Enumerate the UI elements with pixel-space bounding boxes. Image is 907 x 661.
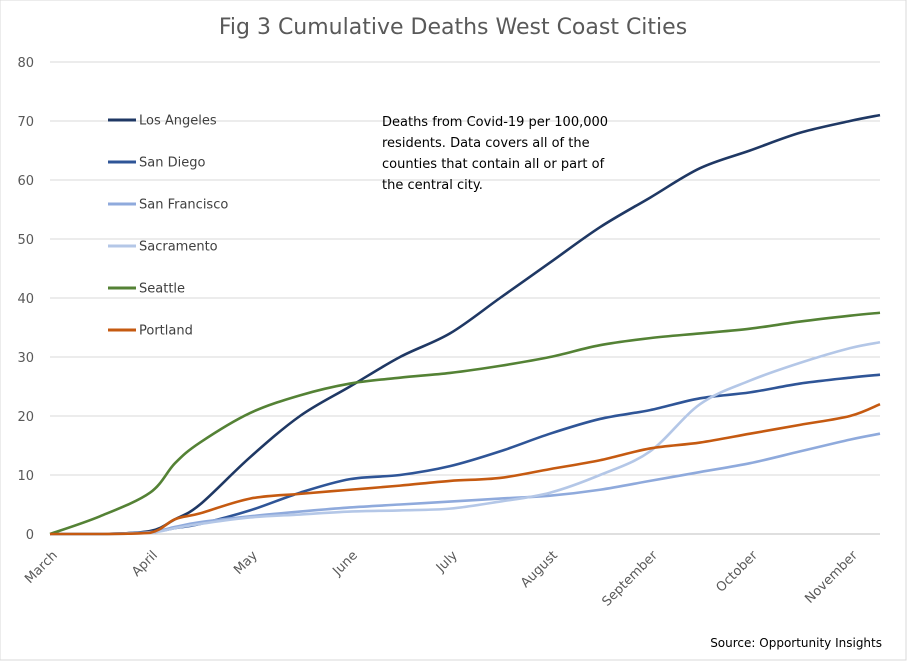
gridlines: [50, 61, 880, 476]
y-tick-label: 70: [17, 115, 34, 130]
source-note: Source: Opportunity Insights: [710, 636, 882, 650]
y-tick-label: 60: [17, 174, 34, 189]
legend-label: San Francisco: [139, 198, 228, 213]
y-axis-ticks: 0 10 20 30 40 50 60 70 80: [17, 56, 34, 543]
y-tick-label: 80: [17, 56, 34, 71]
chart-title: Fig 3 Cumulative Deaths West Coast Citie…: [219, 15, 687, 40]
series-lines: [49, 113, 881, 536]
legend-label: Portland: [139, 324, 193, 339]
y-tick-label: 50: [17, 233, 34, 248]
annotation-line: the central city.: [382, 178, 483, 193]
annotation: Deaths from Covid-19 per 100,000 resident…: [382, 115, 608, 193]
series-line-portland: [49, 402, 881, 536]
annotation-line: Deaths from Covid-19 per 100,000: [382, 115, 608, 130]
legend: Los Angeles San Diego San Francisco Sacrame…: [108, 114, 228, 339]
annotation-line: counties that contain all or part of: [382, 157, 605, 172]
y-tick-label: 20: [17, 410, 34, 425]
series-line-seattle: [49, 311, 881, 536]
series-line-sacramento: [49, 340, 881, 536]
y-tick-label: 10: [17, 469, 34, 484]
y-tick-label: 40: [17, 292, 34, 307]
annotation-line: residents. Data covers all of the: [382, 136, 590, 151]
y-tick-label: 30: [17, 351, 34, 366]
y-tick-label: 0: [26, 528, 34, 543]
legend-label: San Diego: [139, 156, 205, 171]
legend-label: Los Angeles: [139, 114, 217, 129]
legend-label: Seattle: [139, 282, 185, 297]
legend-label: Sacramento: [139, 240, 218, 255]
